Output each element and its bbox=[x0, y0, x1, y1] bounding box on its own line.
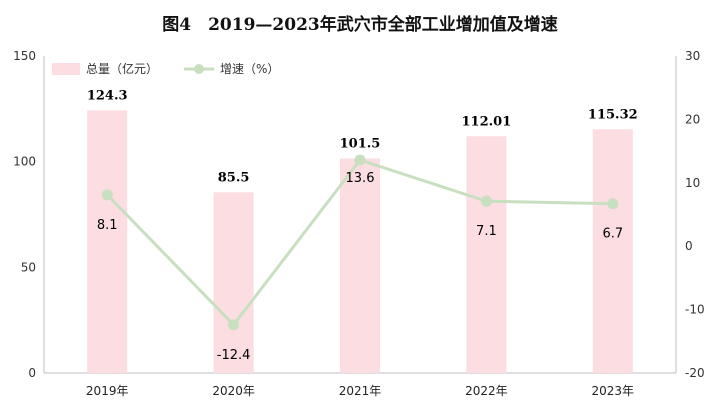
bar-value-label: 124.3 bbox=[87, 88, 128, 103]
x-tick-label: 2019年 bbox=[86, 384, 129, 398]
bar-value-label: 112.01 bbox=[462, 114, 512, 129]
bar bbox=[213, 192, 254, 373]
data-labels: 124.3 85.5 101.5 112.01 115.32 8.1 -12.4 13.6 7.… bbox=[87, 88, 638, 363]
growth-value-label: 8.1 bbox=[97, 218, 118, 233]
left-tick-label: 100 bbox=[13, 155, 36, 169]
right-tick-label: 30 bbox=[685, 49, 700, 63]
growth-value-label: 6.7 bbox=[602, 227, 623, 242]
chart-title: 图4 2019—2023年武穴市全部工业增加值及增速 bbox=[162, 14, 557, 35]
growth-value-label: 7.1 bbox=[476, 224, 497, 239]
line-series bbox=[101, 154, 619, 331]
right-tick-label: -20 bbox=[685, 366, 705, 380]
bar bbox=[87, 110, 128, 373]
bar-value-label: 115.32 bbox=[588, 107, 638, 122]
right-tick-label: 20 bbox=[685, 112, 700, 126]
bar-value-label: 101.5 bbox=[340, 136, 381, 151]
x-tick-label: 2023年 bbox=[592, 384, 635, 398]
bar bbox=[592, 129, 633, 373]
growth-point bbox=[480, 195, 492, 207]
legend-bar-swatch bbox=[52, 63, 80, 75]
growth-value-label: -12.4 bbox=[217, 348, 251, 363]
x-tick-label: 2020年 bbox=[212, 384, 255, 398]
right-tick-label: -10 bbox=[685, 303, 705, 317]
left-tick-label: 0 bbox=[28, 366, 36, 380]
left-tick-label: 50 bbox=[21, 260, 36, 274]
right-tick-label: 0 bbox=[685, 239, 693, 253]
growth-point bbox=[228, 319, 240, 331]
bar bbox=[466, 136, 507, 373]
x-tick-label: 2021年 bbox=[339, 384, 382, 398]
growth-point bbox=[354, 154, 366, 166]
bar bbox=[340, 158, 380, 373]
legend-line-label: 增速（%） bbox=[220, 62, 279, 76]
axes: 0 50 100 150 -20 -10 0 10 20 30 2019年 2020年 2021年 202… bbox=[13, 49, 705, 398]
right-tick-label: 10 bbox=[685, 176, 700, 190]
bar-value-label: 85.5 bbox=[218, 170, 250, 185]
bar-series bbox=[87, 110, 633, 373]
legend: 总量（亿元） 增速（%） bbox=[52, 61, 279, 76]
left-tick-label: 150 bbox=[13, 49, 36, 63]
x-tick-label: 2022年 bbox=[465, 384, 508, 398]
growth-point bbox=[101, 189, 113, 201]
legend-line-marker bbox=[194, 64, 204, 74]
growth-value-label: 13.6 bbox=[346, 171, 375, 186]
growth-point bbox=[607, 198, 619, 210]
legend-bar-label: 总量（亿元） bbox=[86, 61, 158, 76]
